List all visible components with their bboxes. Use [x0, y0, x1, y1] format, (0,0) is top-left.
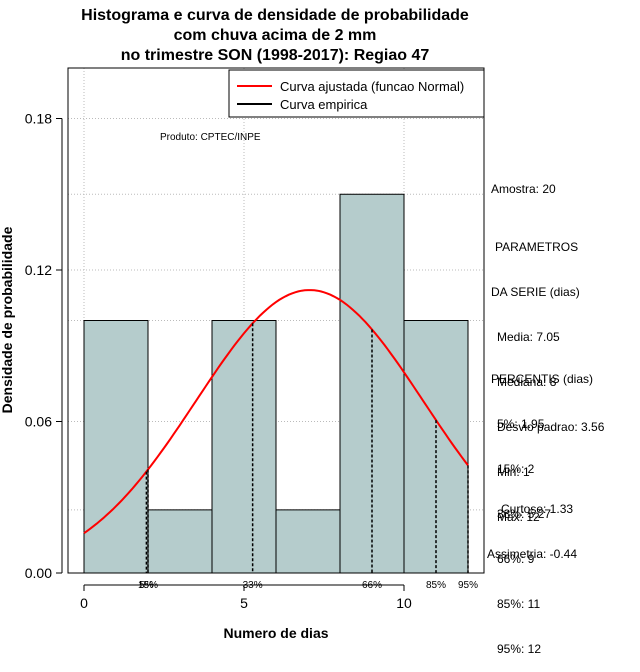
shape-stats: Curtose: 1.33 Assimetria: -0.44 [487, 472, 577, 577]
credit-label: Produto: CPTEC/INPE [160, 132, 261, 143]
percentil-15: 15%: 2 [497, 462, 535, 476]
param-std: Desvio padrao: 3.56 [497, 420, 605, 434]
title-line-3: no trimestre SON (1998-2017): Regiao 47 [120, 47, 430, 64]
kurtosis: Curtose: 1.33 [501, 502, 574, 516]
percentile-label-85: 85% [426, 580, 446, 591]
percentis-block: PERCENTIS (dias) 5%: 1.95 15%: 2 33%: 5.… [491, 342, 593, 672]
sample-size: Amostra: 20 [491, 182, 556, 196]
param-mean: Media: 7.05 [497, 330, 560, 344]
histogram-bar-2 [211, 320, 277, 574]
params-block: PARAMETROS DA SERIE (dias) Media: 7.05 M… [491, 210, 604, 540]
x-axis-label: Numero de dias [223, 625, 328, 641]
axes: 0 5 10 0.00 0.06 0.12 0.18 [25, 111, 412, 612]
y-tick-label-0: 0.00 [25, 565, 52, 581]
fitted-curve-layer [83, 289, 469, 535]
skewness: Assimetria: -0.44 [487, 547, 578, 561]
histogram-bar-1 [147, 509, 213, 574]
percentil-95: 95%: 12 [497, 642, 542, 656]
param-median: Mediana: 8 [497, 375, 557, 389]
percentile-label-95: 95% [458, 580, 478, 591]
title-line-2: com chuva acima de 2 mm [173, 27, 377, 44]
legend-fit-label: Curva ajustada (funcao Normal) [280, 79, 464, 94]
x-tick-label-1: 5 [240, 595, 248, 611]
y-tick-label-2: 0.12 [25, 262, 52, 278]
percentis-heading: PERCENTIS (dias) [491, 372, 594, 386]
y-axis-label: Densidade de probabilidade [0, 226, 15, 413]
percentil-85: 85%: 11 [497, 597, 541, 611]
percentil-33: 33%: 5.27 [497, 507, 552, 521]
histogram-bar-3 [275, 509, 341, 574]
param-max: Max: 12 [497, 510, 540, 524]
params-heading-2: DA SERIE (dias) [491, 285, 580, 299]
y-tick-label-1: 0.06 [25, 414, 52, 430]
percentil-66: 66%: 9 [497, 552, 535, 566]
percentil-5: 5%: 1.95 [497, 417, 545, 431]
title-line-1: Histograma e curva de densidade de proba… [81, 7, 469, 24]
legend-box [228, 69, 485, 118]
y-tick-label-3: 0.18 [25, 111, 52, 127]
param-min: Min: 1 [497, 465, 530, 479]
x-tick-label-0: 0 [80, 595, 88, 611]
histogram-bar-0 [83, 320, 149, 574]
params-heading-1: PARAMETROS [495, 240, 579, 254]
legend: Curva ajustada (funcao Normal) Curva emp… [228, 69, 485, 118]
fitted-normal-curve [83, 289, 469, 535]
histogram-bars [83, 193, 469, 574]
legend-empirical-label: Curva empirica [280, 97, 368, 112]
chart-title: Histograma e curva de densidade de proba… [0, 6, 550, 66]
x-tick-label-2: 10 [396, 595, 412, 611]
plot-frame [67, 67, 485, 574]
